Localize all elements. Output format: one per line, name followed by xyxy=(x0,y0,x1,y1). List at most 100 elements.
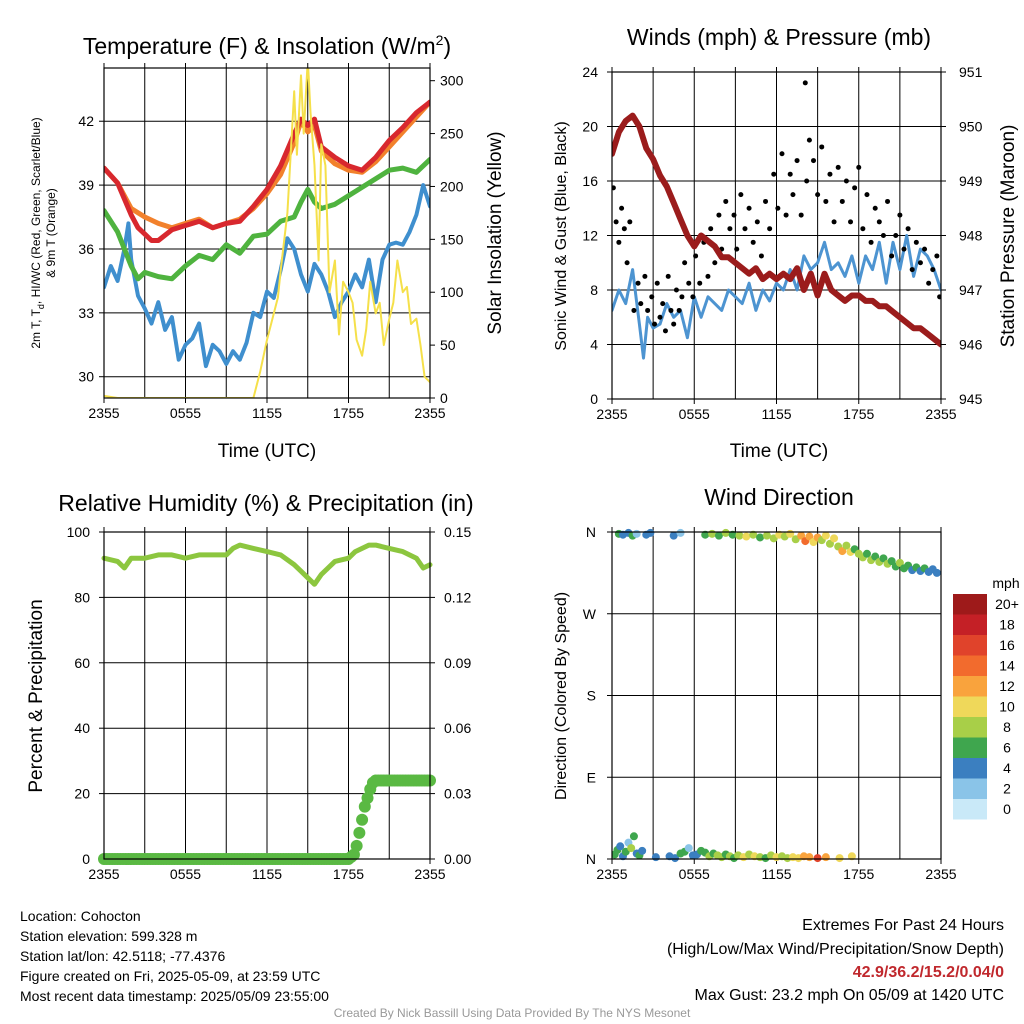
x-tick-label: 1755 xyxy=(333,405,364,421)
gust-point xyxy=(893,233,899,238)
y-tick-label: N xyxy=(586,851,596,867)
colorbar-label: 2 xyxy=(1003,781,1011,797)
gust-point xyxy=(804,178,810,184)
y2-axis-label: Station Pressure (Maroon) xyxy=(998,125,1019,348)
gust-point xyxy=(671,321,677,327)
extremes-subtitle: (High/Low/Max Wind/Precipitation/Snow De… xyxy=(666,941,1004,958)
gust-point xyxy=(712,260,718,266)
gust-point xyxy=(937,294,941,300)
direction-point xyxy=(671,854,680,863)
direction-point xyxy=(887,557,896,566)
direction-point xyxy=(825,539,834,548)
y-tick-label: 16 xyxy=(582,173,598,189)
y-tick-label: 40 xyxy=(74,720,90,736)
gust-point xyxy=(787,171,793,177)
max-gust: Max Gust: 23.2 mph On 05/09 at 1420 UTC xyxy=(694,987,1005,1004)
x-axis-label: Time (UTC) xyxy=(218,441,317,462)
y-axis-label-subscript: d xyxy=(36,304,46,309)
extremes-title: Extremes For Past 24 Hours xyxy=(802,917,1004,934)
y2-tick-label: 949 xyxy=(959,173,983,189)
gust-point xyxy=(897,212,903,218)
gust-point xyxy=(651,321,657,327)
gust-point xyxy=(872,205,878,211)
y2-tick-label: 0.09 xyxy=(444,655,471,671)
colorbar-label: 14 xyxy=(999,658,1015,674)
gust-point xyxy=(758,253,764,259)
direction-point xyxy=(749,530,758,539)
gust-point xyxy=(619,205,625,211)
y2-tick-label: 946 xyxy=(959,337,983,353)
gust-point xyxy=(660,301,666,307)
y-axis-label-rest: , HI/WC (Red, Green, Scarlet/Blue) xyxy=(29,117,43,304)
y2-tick-label: 950 xyxy=(959,119,983,135)
direction-point xyxy=(708,529,717,538)
gust-point xyxy=(638,301,644,307)
gust-point xyxy=(934,253,940,259)
y-tick-label: 0 xyxy=(590,391,598,407)
direction-point xyxy=(735,531,744,540)
x-tick-label: 0555 xyxy=(679,866,710,882)
x-tick-label: 1155 xyxy=(252,405,282,421)
colorbar-label: 6 xyxy=(1003,740,1011,756)
colorbar-label: 12 xyxy=(999,678,1015,694)
gust-point xyxy=(621,226,627,232)
heat_index-line xyxy=(104,157,430,282)
gust-point xyxy=(690,294,696,300)
direction-point xyxy=(714,531,723,540)
gust-point xyxy=(901,246,907,252)
direction-point xyxy=(805,853,814,862)
gust-point xyxy=(631,307,637,313)
gust-point xyxy=(738,192,744,198)
x-tick-label: 2355 xyxy=(596,406,627,422)
gust-point xyxy=(716,212,722,218)
colorbar-swatch xyxy=(953,635,987,656)
gust-point xyxy=(613,219,619,225)
y2-tick-label: 0.12 xyxy=(444,589,471,605)
colorbar-label: 8 xyxy=(1003,719,1011,735)
gust-point xyxy=(742,226,748,232)
y2-tick-label: 0.00 xyxy=(444,851,471,867)
gust-point xyxy=(662,328,668,334)
gust-point xyxy=(802,80,808,86)
chart-title: Relative Humidity (%) & Precipitation (i… xyxy=(58,490,473,516)
y-tick-label: 12 xyxy=(582,228,598,244)
gust-point xyxy=(913,239,919,245)
temp_9m-line xyxy=(104,99,430,231)
gust-point xyxy=(697,280,703,286)
y-tick-label: 20 xyxy=(582,119,598,135)
gust-point xyxy=(642,273,648,279)
direction-point xyxy=(762,531,771,540)
x-tick-label: 2355 xyxy=(414,866,445,882)
direction-point xyxy=(813,854,822,863)
colorbar-swatch xyxy=(953,676,987,697)
temperature-insolation-chart: 2355 0555 1155 1755 2355 30 33 36 39 42 0 50 100 150 2… xyxy=(29,32,506,462)
y-tick-label: 0 xyxy=(82,851,90,867)
gust-point xyxy=(835,164,841,170)
series-group xyxy=(104,68,430,398)
gust-point xyxy=(708,226,714,232)
direction-point xyxy=(684,844,693,853)
gust-point xyxy=(645,307,651,313)
gust-point xyxy=(885,198,891,204)
gust-point xyxy=(917,260,923,266)
series-group xyxy=(612,528,941,863)
colorbar-swatch xyxy=(953,778,987,799)
colorbar-swatch xyxy=(953,758,987,779)
direction-point xyxy=(638,846,647,855)
direction-point xyxy=(842,541,851,550)
gust-point xyxy=(860,226,866,232)
gust-point xyxy=(624,260,630,266)
gust-point xyxy=(806,137,812,143)
colorbar-label: 0 xyxy=(1003,801,1011,817)
wind-line xyxy=(612,234,941,360)
gust-point xyxy=(767,226,773,232)
x-tick-label: 1155 xyxy=(761,406,791,422)
title-close: ) xyxy=(443,33,451,59)
precip-point xyxy=(350,839,363,852)
plot-frame xyxy=(103,67,431,399)
y2-tick-label: 945 xyxy=(959,391,983,407)
colorbar-swatch xyxy=(953,696,987,717)
gust-point xyxy=(616,239,622,245)
direction-point xyxy=(797,531,806,540)
gust-point xyxy=(922,246,928,252)
